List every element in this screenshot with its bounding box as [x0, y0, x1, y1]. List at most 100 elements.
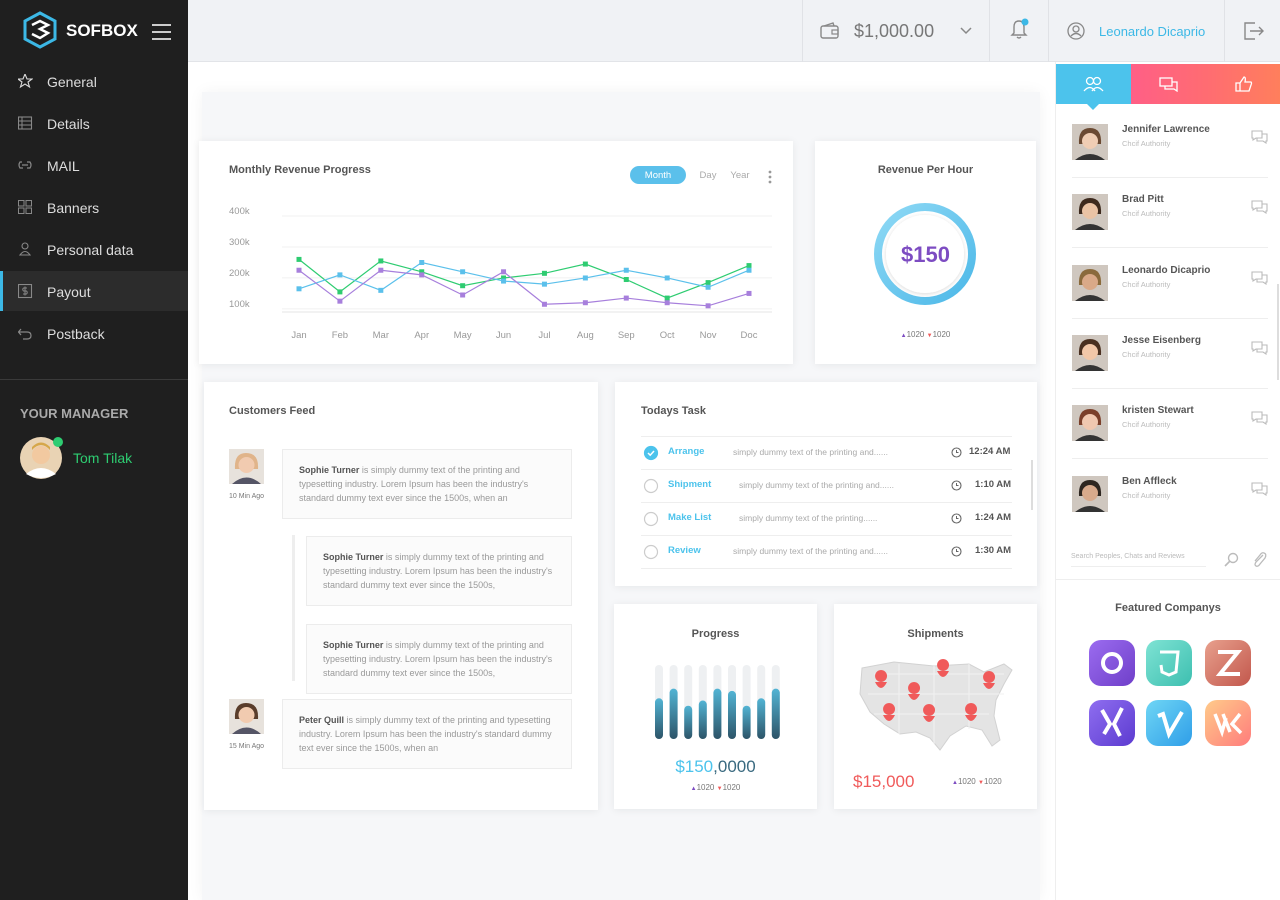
task-row[interactable]: Review simply dummy text of the printing … [641, 535, 1012, 568]
logout-icon[interactable] [1243, 21, 1265, 41]
search-input[interactable]: Search Peoples, Chats and Reviews [1071, 553, 1206, 567]
chat-shape [1251, 271, 1268, 285]
contact-chat[interactable] [1251, 271, 1269, 285]
menu-label[interactable]: Personal data [47, 242, 134, 258]
contact[interactable]: Brad Pitt Chcif Authority [1056, 182, 1280, 252]
up-arrow: ▲ [690, 786, 697, 792]
contact[interactable]: Ben Affleck Chcif Authority [1056, 464, 1280, 534]
check-circle [643, 445, 659, 461]
contact[interactable]: Jennifer Lawrence Chcif Authority [1056, 112, 1280, 182]
separator [1048, 0, 1049, 62]
separator [802, 0, 803, 62]
task-check[interactable] [643, 511, 659, 527]
menu-icon [18, 200, 32, 214]
menu-label[interactable]: Postback [47, 326, 105, 342]
avatar[interactable] [229, 449, 264, 484]
contact[interactable]: Jesse Eisenberg Chcif Authority [1056, 323, 1280, 393]
menu-item[interactable]: Payout [0, 271, 188, 311]
scrollbar[interactable] [1031, 460, 1033, 510]
user-name[interactable]: Leonardo Dicaprio [1099, 24, 1206, 39]
kebab-dot[interactable] [768, 170, 772, 174]
series-marker [541, 281, 547, 287]
menu-label[interactable]: General [47, 74, 97, 90]
reply-author: Sophie Turner [323, 640, 384, 650]
stat-up: 1020 [906, 330, 925, 339]
menu-label[interactable]: Banners [47, 200, 100, 216]
chart-tab[interactable]: Day [700, 170, 717, 181]
avatar-body [1075, 364, 1105, 371]
task-name: Arrange [668, 446, 705, 457]
contact-divider [1072, 317, 1268, 319]
menu-item[interactable]: Personal data [0, 229, 188, 269]
chart-tab[interactable]: Month [645, 170, 671, 181]
attach-icon[interactable] [1251, 551, 1267, 569]
menu-icon [18, 242, 32, 256]
x-tick-label: Apr [414, 330, 429, 341]
tab-pill[interactable] [630, 166, 686, 184]
y-tick-label: 100k [229, 299, 250, 310]
clock-icon [951, 513, 962, 524]
kebab-dot[interactable] [768, 180, 772, 184]
y-tick-label: 200k [229, 268, 250, 279]
manager-name[interactable]: Tom Tilak [73, 450, 133, 466]
scrollbar[interactable] [1277, 284, 1279, 380]
search-icon[interactable] [1223, 552, 1239, 568]
dropdown-arrow[interactable] [960, 27, 972, 35]
clock-face [951, 546, 962, 557]
series-marker [378, 258, 384, 264]
post-bubble: Sophie Turner is simply dummy text of th… [282, 449, 572, 519]
x-tick-label: Doc [741, 330, 758, 341]
contact-divider [1072, 387, 1268, 389]
kebab-dot[interactable] [768, 175, 772, 179]
clock-face [951, 447, 962, 458]
menu-label[interactable]: Payout [47, 284, 91, 300]
contact-chat[interactable] [1251, 200, 1269, 215]
task-time: 1:24 AM [975, 512, 1012, 523]
menu-item[interactable]: MAIL [0, 145, 188, 185]
task-row[interactable]: Shipment simply dummy text of the printin… [641, 469, 1012, 502]
icon-shape [18, 200, 25, 207]
reply-line [292, 535, 295, 681]
contact-chat[interactable] [1251, 481, 1269, 496]
task-check[interactable] [643, 544, 659, 560]
manager-avatar[interactable] [20, 436, 64, 480]
contact[interactable]: kristen Stewart Chcif Authority [1056, 393, 1280, 463]
tab-people[interactable] [1056, 64, 1131, 110]
balance[interactable]: $1,000.00 [854, 21, 935, 41]
chat-icon [1159, 77, 1178, 92]
contact-role: Chcif Authority [1122, 349, 1171, 359]
progress-bars [655, 665, 780, 739]
task-row[interactable]: Arrange simply dummy text of the printing… [641, 436, 1012, 469]
tab-chats[interactable] [1131, 64, 1206, 104]
chart-tab[interactable]: Year [730, 170, 749, 181]
series-marker [378, 287, 384, 293]
contact-chat[interactable] [1251, 130, 1269, 144]
menu-toggle[interactable] [152, 24, 171, 40]
avatar[interactable] [229, 699, 264, 734]
customers-feed-card: Customers Feed 10 Min Ago Sophie Turner i… [204, 382, 598, 810]
contact-chat[interactable] [1251, 341, 1269, 355]
shipments-card: Shipments $15,000 ▲1020 ▼1020 [834, 604, 1037, 809]
avatar-face [1082, 414, 1098, 431]
card-title: Revenue Per Hour [877, 164, 974, 176]
menu-item[interactable]: General [0, 61, 188, 101]
menu-label[interactable]: MAIL [47, 158, 80, 174]
menu-label[interactable]: Details [47, 116, 90, 132]
menu-item[interactable]: Details [0, 103, 188, 143]
task-check[interactable] [643, 445, 659, 461]
divider [0, 379, 188, 380]
notification-icon[interactable] [1010, 18, 1030, 40]
task-row[interactable]: Make List simply dummy text of the printi… [641, 502, 1012, 535]
tab-reviews[interactable] [1206, 64, 1280, 104]
contact[interactable]: Leonardo Dicaprio Chcif Authority [1056, 253, 1280, 323]
contact-chat[interactable] [1251, 411, 1269, 426]
reply-author: Sophie Turner [323, 552, 384, 562]
avatar-face [238, 707, 255, 723]
series-marker [337, 272, 343, 278]
series-marker [705, 280, 711, 286]
menu-item[interactable]: Banners [0, 187, 188, 227]
menu-item[interactable]: Postback [0, 313, 188, 353]
topbar: $1,000.00 Leonardo Dicaprio [188, 0, 1280, 62]
contact-avatar [1072, 475, 1108, 512]
task-check[interactable] [643, 478, 659, 494]
